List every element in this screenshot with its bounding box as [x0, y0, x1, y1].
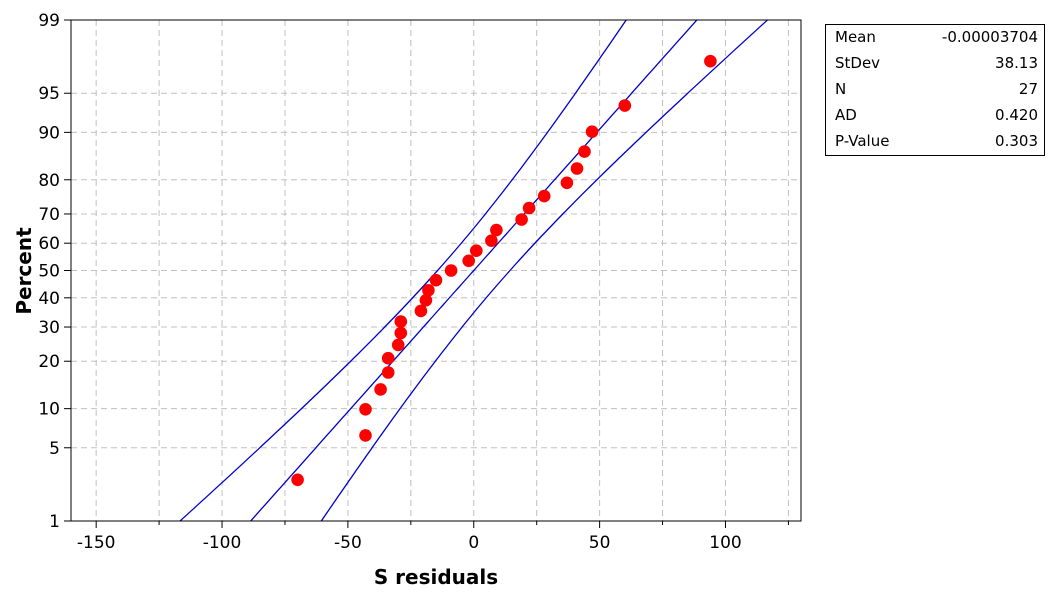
data-point	[470, 244, 483, 257]
data-point	[578, 145, 591, 158]
data-point	[570, 162, 584, 175]
data-point	[414, 304, 428, 318]
data-point	[537, 189, 551, 203]
x-tick-label: -150	[77, 533, 116, 553]
y-tick-label: 60	[38, 234, 60, 254]
y-tick-label: 95	[38, 84, 60, 104]
stat-label: N	[835, 80, 847, 98]
x-tick-label: 0	[468, 533, 479, 553]
data-point	[490, 223, 503, 237]
horizontal-gridlines	[71, 92, 801, 449]
fit-and-confidence-lines	[179, 20, 769, 521]
data-point	[515, 213, 528, 226]
y-tick-label: 40	[38, 289, 60, 309]
y-tick-label: 80	[38, 171, 60, 191]
data-point	[374, 383, 387, 396]
data-point	[560, 176, 574, 190]
data-point	[429, 273, 443, 287]
confidence-band-upper	[320, 20, 769, 521]
data-point	[522, 201, 536, 215]
data-point	[422, 284, 435, 297]
y-tick-label: 1	[49, 512, 60, 532]
stat-row: N 27	[826, 77, 1044, 103]
data-point	[359, 429, 372, 442]
stat-label: StDev	[835, 54, 881, 72]
data-point	[291, 473, 304, 487]
stat-label: AD	[835, 106, 857, 124]
stat-label: Mean	[835, 28, 876, 46]
y-tick-label: 90	[38, 123, 60, 143]
x-axis-ticks: -150 -100 -50 0 50 100	[77, 521, 789, 553]
data-point	[394, 315, 408, 328]
data-point	[359, 403, 372, 416]
data-point	[585, 125, 599, 138]
y-tick-label: 70	[38, 205, 60, 225]
x-tick-label: -50	[334, 533, 362, 553]
y-tick-label: 10	[38, 400, 60, 420]
data-point	[419, 294, 433, 307]
y-axis-title: Percent	[12, 227, 36, 315]
x-tick-label: 50	[589, 533, 611, 553]
data-point	[462, 254, 476, 268]
y-tick-label: 30	[38, 318, 60, 338]
stat-row: Mean -0.00003704	[826, 25, 1044, 51]
data-point	[444, 264, 458, 277]
y-tick-label: 99	[38, 11, 60, 31]
x-axis-title: S residuals	[374, 565, 498, 589]
confidence-band-lower	[179, 20, 628, 521]
data-point	[394, 326, 408, 340]
data-point	[704, 54, 717, 68]
stat-value: 0.303	[995, 132, 1038, 150]
data-point	[381, 366, 395, 379]
stat-value: 27	[1018, 80, 1038, 98]
y-tick-label: 50	[38, 262, 60, 282]
data-point	[391, 338, 405, 352]
data-point	[618, 99, 632, 112]
y-axis-ticks: 1 5 10 20 30 40 50 60 70 80 90 95 99	[38, 11, 71, 532]
stat-row: StDev 38.13	[826, 51, 1044, 77]
stat-row: P-Value 0.303	[826, 129, 1044, 155]
fit-line	[249, 20, 698, 521]
y-tick-label: 5	[49, 439, 60, 459]
stat-value: 0.420	[995, 106, 1038, 124]
data-points	[291, 54, 717, 487]
x-tick-label: 100	[709, 533, 741, 553]
stat-row: AD 0.420	[826, 103, 1044, 129]
stat-label: P-Value	[835, 132, 890, 150]
statistics-table: Mean -0.00003704 StDev 38.13 N 27 AD 0.420 P-Val…	[825, 24, 1045, 156]
stat-value: -0.00003704	[941, 28, 1038, 46]
stat-value: 38.13	[995, 54, 1038, 72]
y-tick-label: 20	[38, 352, 60, 372]
data-point	[381, 351, 395, 365]
x-tick-label: -100	[203, 533, 242, 553]
plot-frame	[70, 19, 802, 522]
data-point	[485, 234, 498, 247]
